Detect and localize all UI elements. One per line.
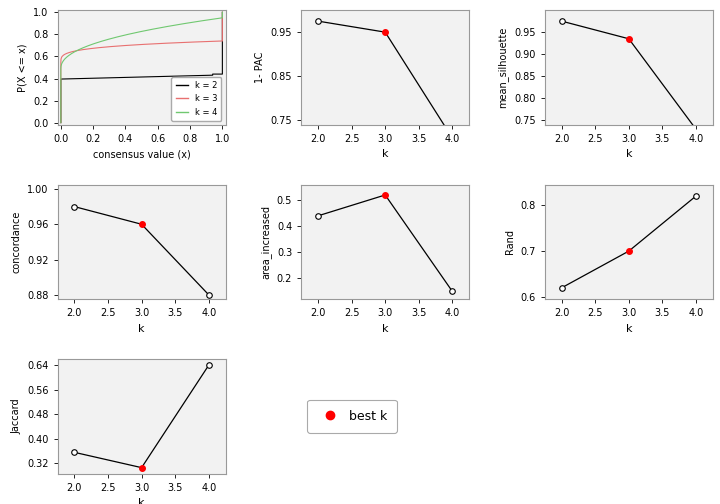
Y-axis label: 1- PAC: 1- PAC bbox=[255, 52, 265, 83]
Legend: best k: best k bbox=[307, 400, 397, 433]
X-axis label: k: k bbox=[382, 149, 389, 159]
Y-axis label: Rand: Rand bbox=[505, 229, 515, 255]
Y-axis label: concordance: concordance bbox=[12, 211, 22, 273]
Legend: k = 2, k = 3, k = 4: k = 2, k = 3, k = 4 bbox=[171, 77, 222, 120]
Y-axis label: P(X <= x): P(X <= x) bbox=[18, 43, 27, 92]
Y-axis label: mean_silhouette: mean_silhouette bbox=[498, 27, 508, 108]
X-axis label: k: k bbox=[626, 324, 632, 334]
X-axis label: k: k bbox=[138, 324, 145, 334]
X-axis label: k: k bbox=[382, 324, 389, 334]
Y-axis label: area_increased: area_increased bbox=[261, 205, 271, 279]
Y-axis label: Jaccard: Jaccard bbox=[12, 399, 22, 434]
X-axis label: k: k bbox=[626, 149, 632, 159]
X-axis label: k: k bbox=[138, 498, 145, 504]
X-axis label: consensus value (x): consensus value (x) bbox=[93, 149, 191, 159]
